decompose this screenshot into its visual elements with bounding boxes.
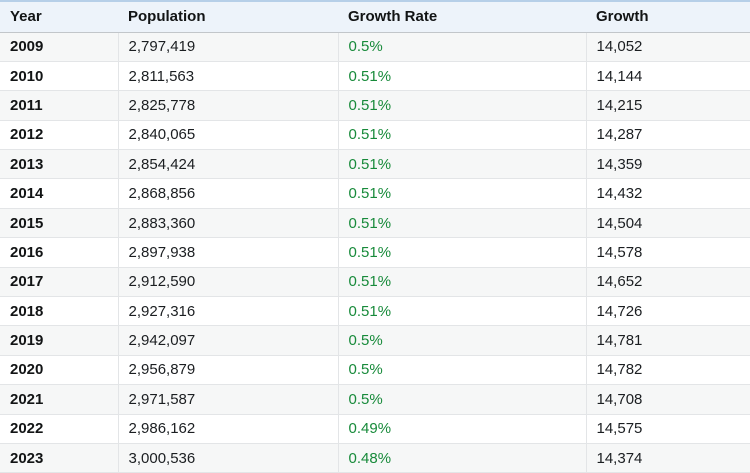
table-row: 2023 3,000,536 0.48% 14,374: [0, 443, 750, 473]
growth-rate-cell: 0.51%: [337, 178, 586, 209]
growth-cell: 14,578: [585, 237, 750, 268]
year-cell: 2022: [0, 414, 118, 444]
year-cell: 2016: [0, 237, 118, 268]
table-header: Year Population Growth Rate Growth: [0, 0, 750, 33]
growth-rate-cell: 0.51%: [337, 267, 586, 298]
year-cell: 2017: [0, 267, 118, 298]
table-row: 2017 2,912,590 0.51% 14,652: [0, 267, 750, 298]
growth-rate-cell: 0.48%: [337, 443, 586, 473]
year-cell: 2018: [0, 296, 118, 327]
table-row: 2009 2,797,419 0.5% 14,052: [0, 32, 750, 62]
table-row: 2013 2,854,424 0.51% 14,359: [0, 149, 750, 180]
growth-cell: 14,504: [585, 208, 750, 239]
table-row: 2019 2,942,097 0.5% 14,781: [0, 325, 750, 356]
population-cell: 2,986,162: [117, 414, 338, 444]
population-cell: 2,868,856: [117, 178, 338, 209]
growth-rate-cell: 0.5%: [337, 325, 586, 356]
table-row: 2021 2,971,587 0.5% 14,708: [0, 384, 750, 415]
growth-cell: 14,652: [585, 267, 750, 298]
population-cell: 2,897,938: [117, 237, 338, 268]
population-cell: 2,840,065: [117, 120, 338, 151]
table-row: 2018 2,927,316 0.51% 14,726: [0, 296, 750, 327]
header-row: Year Population Growth Rate Growth: [0, 0, 750, 33]
year-cell: 2010: [0, 61, 118, 92]
growth-cell: 14,708: [585, 384, 750, 415]
year-cell: 2020: [0, 355, 118, 386]
table-body: 2009 2,797,419 0.5% 14,052 2010 2,811,563 0.51…: [0, 32, 750, 473]
growth-cell: 14,575: [585, 414, 750, 444]
population-cell: 2,883,360: [117, 208, 338, 239]
table-row: 2022 2,986,162 0.49% 14,575: [0, 414, 750, 444]
table-row: 2014 2,868,856 0.51% 14,432: [0, 178, 750, 209]
growth-rate-cell: 0.51%: [337, 149, 586, 180]
population-cell: 2,912,590: [117, 267, 338, 298]
year-cell: 2011: [0, 90, 118, 121]
year-cell: 2019: [0, 325, 118, 356]
growth-rate-cell: 0.51%: [337, 90, 586, 121]
table-row: 2020 2,956,879 0.5% 14,782: [0, 355, 750, 386]
growth-cell: 14,052: [585, 32, 750, 62]
table-row: 2012 2,840,065 0.51% 14,287: [0, 120, 750, 151]
growth-cell: 14,144: [585, 61, 750, 92]
growth-cell: 14,215: [585, 90, 750, 121]
year-cell: 2021: [0, 384, 118, 415]
year-cell: 2014: [0, 178, 118, 209]
column-header-year: Year: [0, 0, 118, 33]
column-header-population: Population: [118, 0, 338, 33]
column-header-growth-rate: Growth Rate: [338, 0, 586, 33]
year-cell: 2009: [0, 32, 118, 62]
table-row: 2016 2,897,938 0.51% 14,578: [0, 237, 750, 268]
growth-rate-cell: 0.51%: [337, 296, 586, 327]
growth-cell: 14,359: [585, 149, 750, 180]
population-cell: 2,942,097: [117, 325, 338, 356]
population-cell: 2,825,778: [117, 90, 338, 121]
growth-rate-cell: 0.51%: [337, 237, 586, 268]
year-cell: 2023: [0, 443, 118, 473]
population-cell: 2,956,879: [117, 355, 338, 386]
growth-cell: 14,374: [585, 443, 750, 473]
growth-cell: 14,782: [585, 355, 750, 386]
year-cell: 2013: [0, 149, 118, 180]
growth-cell: 14,432: [585, 178, 750, 209]
table-row: 2010 2,811,563 0.51% 14,144: [0, 61, 750, 92]
growth-rate-cell: 0.5%: [337, 32, 586, 62]
population-cell: 2,927,316: [117, 296, 338, 327]
growth-cell: 14,287: [585, 120, 750, 151]
year-cell: 2015: [0, 208, 118, 239]
growth-rate-cell: 0.49%: [337, 414, 586, 444]
growth-cell: 14,726: [585, 296, 750, 327]
population-cell: 2,971,587: [117, 384, 338, 415]
column-header-growth: Growth: [586, 0, 750, 33]
population-cell: 2,811,563: [117, 61, 338, 92]
growth-cell: 14,781: [585, 325, 750, 356]
growth-rate-cell: 0.5%: [337, 384, 586, 415]
year-cell: 2012: [0, 120, 118, 151]
growth-rate-cell: 0.51%: [337, 61, 586, 92]
population-cell: 2,854,424: [117, 149, 338, 180]
growth-rate-cell: 0.51%: [337, 120, 586, 151]
table-row: 2015 2,883,360 0.51% 14,504: [0, 208, 750, 239]
growth-rate-cell: 0.5%: [337, 355, 586, 386]
growth-rate-cell: 0.51%: [337, 208, 586, 239]
population-cell: 3,000,536: [117, 443, 338, 473]
population-cell: 2,797,419: [117, 32, 338, 62]
table-row: 2011 2,825,778 0.51% 14,215: [0, 90, 750, 121]
